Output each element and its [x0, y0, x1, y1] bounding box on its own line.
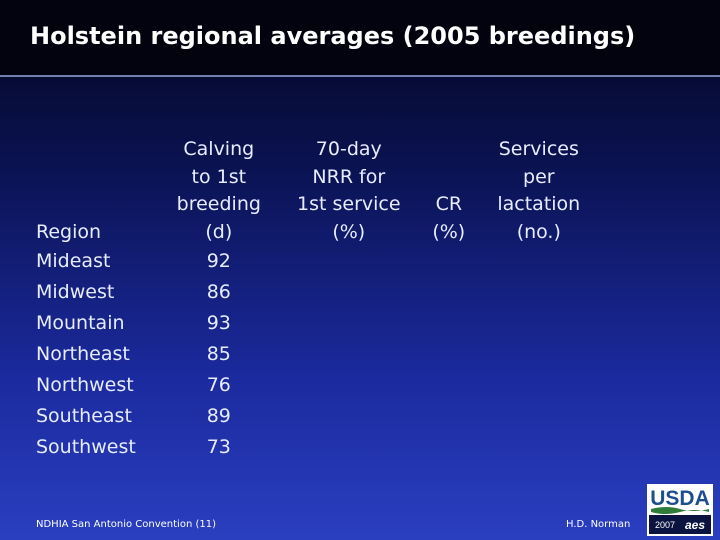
- slide-title: Holstein regional averages (2005 breedin…: [30, 22, 636, 50]
- header-cr: CR (%): [414, 136, 484, 246]
- region-cell: Midwest: [36, 280, 115, 303]
- services-cell: [484, 432, 594, 463]
- table-row: Northwest 76: [36, 370, 594, 401]
- calving-cell: 93: [206, 311, 231, 334]
- logo-text: USDA: [650, 487, 710, 510]
- calving-cell: 92: [206, 249, 231, 272]
- table-row: Southwest 73: [36, 432, 594, 463]
- region-cell: Mountain: [36, 311, 125, 334]
- header-services-line: Services: [498, 138, 579, 160]
- logo-mark: aes: [685, 518, 705, 532]
- header-calving-line: Calving: [183, 138, 255, 160]
- header-services: Services per lactation (no.): [484, 136, 594, 246]
- header-cr-line: CR: [435, 193, 463, 215]
- services-cell: [484, 246, 594, 277]
- calving-cell: 73: [206, 435, 231, 458]
- table-row: Mountain 93: [36, 308, 594, 339]
- cr-cell: [414, 308, 484, 339]
- header-nrr-line: NRR for: [312, 165, 386, 188]
- table-row: Mideast 92: [36, 246, 594, 277]
- services-cell: [484, 339, 594, 370]
- header-nrr-line: 1st service: [297, 193, 401, 215]
- region-cell: Southeast: [36, 404, 132, 427]
- header-calving: Calving to 1st breeding (d): [154, 136, 284, 246]
- header-cr-line: (%): [432, 220, 466, 243]
- header-nrr: 70-day NRR for 1st service (%): [284, 136, 414, 246]
- services-cell: [484, 308, 594, 339]
- usda-logo: USDA 2007 aes: [647, 484, 713, 536]
- table-row: Southeast 89: [36, 401, 594, 432]
- services-cell: [484, 370, 594, 401]
- header-nrr-line: 70-day: [315, 138, 382, 160]
- logo-swoosh: [651, 507, 709, 514]
- header-calving-line: breeding: [176, 193, 261, 215]
- header-nrr-line: (%): [332, 220, 366, 243]
- services-cell: [484, 277, 594, 308]
- cr-cell: [414, 432, 484, 463]
- nrr-cell: [284, 370, 414, 401]
- table-row: Northeast 85: [36, 339, 594, 370]
- cr-cell: [414, 246, 484, 277]
- header-services-line: per: [523, 165, 555, 188]
- nrr-cell: [284, 277, 414, 308]
- cr-cell: [414, 370, 484, 401]
- header-calving-line: (d): [205, 220, 233, 243]
- nrr-cell: [284, 401, 414, 432]
- footer-right: H.D. Norman: [566, 519, 631, 530]
- region-cell: Northwest: [36, 373, 134, 396]
- calving-cell: 85: [206, 342, 231, 365]
- nrr-cell: [284, 432, 414, 463]
- cr-cell: [414, 401, 484, 432]
- usda-logo-graphic: USDA 2007 aes: [647, 484, 713, 536]
- region-cell: Mideast: [36, 249, 111, 272]
- region-cell: Southwest: [36, 435, 136, 458]
- header-services-line: lactation: [497, 193, 581, 215]
- header-calving-line: to 1st: [191, 165, 247, 188]
- nrr-cell: [284, 339, 414, 370]
- title-bar: Holstein regional averages (2005 breedin…: [0, 0, 720, 77]
- calving-cell: 89: [206, 404, 231, 427]
- cr-cell: [414, 339, 484, 370]
- nrr-cell: [284, 246, 414, 277]
- calving-cell: 76: [206, 373, 231, 396]
- region-cell: Northeast: [36, 342, 130, 365]
- table-row: Midwest 86: [36, 277, 594, 308]
- table-header-row: Region Calving to 1st breeding (d) 70-da…: [36, 136, 594, 246]
- cr-cell: [414, 277, 484, 308]
- footer-left: NDHIA San Antonio Convention (11): [36, 519, 216, 530]
- header-region: Region: [36, 136, 154, 246]
- header-services-line: (no.): [516, 220, 561, 243]
- averages-table: Region Calving to 1st breeding (d) 70-da…: [36, 136, 594, 463]
- calving-cell: 86: [206, 280, 231, 303]
- logo-year: 2007: [655, 520, 675, 530]
- header-region-line: Region: [36, 220, 102, 243]
- services-cell: [484, 401, 594, 432]
- nrr-cell: [284, 308, 414, 339]
